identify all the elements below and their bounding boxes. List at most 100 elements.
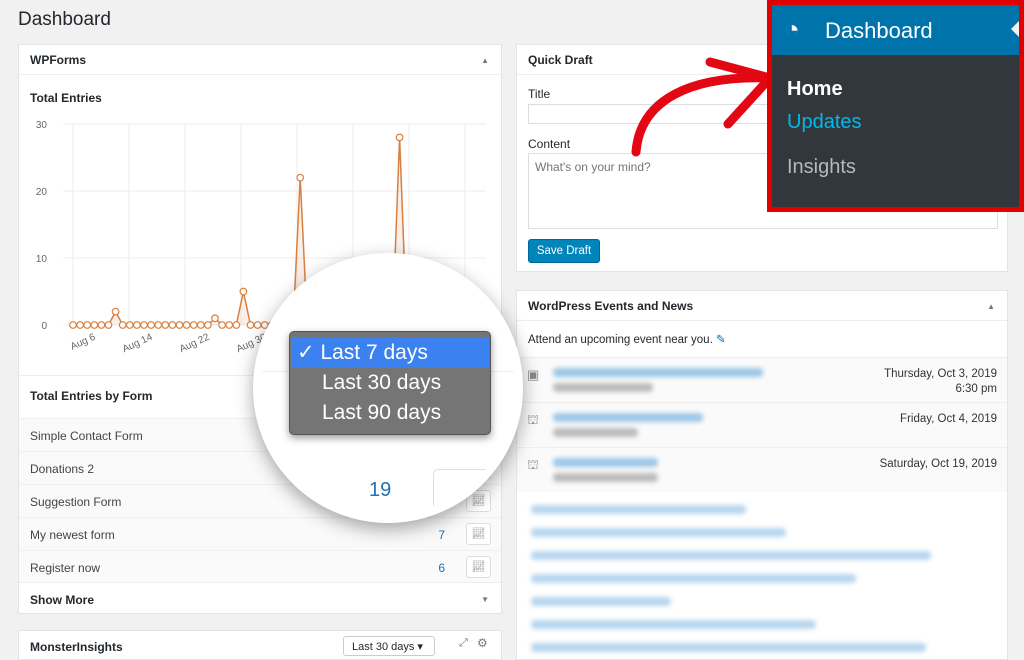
gear-icon[interactable]: ⚙ (477, 636, 488, 650)
data-point (218, 321, 227, 329)
data-point (154, 321, 163, 329)
dropdown-option[interactable]: Last 90 days (290, 398, 490, 428)
y-tick-label: 10 (36, 254, 48, 265)
graph-button[interactable] (433, 469, 493, 509)
save-draft-button[interactable]: Save Draft (528, 239, 600, 263)
form-name: Register now (30, 561, 101, 575)
event-date: Saturday, Oct 19, 2019 (879, 458, 997, 470)
menu-item-updates[interactable]: Updates (772, 100, 1019, 145)
range-select[interactable]: Last 30 days ▾ (343, 636, 435, 656)
data-point (168, 321, 177, 329)
wpforms-header[interactable]: WPForms ▲ (19, 45, 501, 75)
data-point (147, 321, 156, 329)
news-link[interactable] (531, 643, 926, 652)
news-link[interactable] (531, 574, 856, 583)
data-point (395, 133, 404, 142)
data-point (125, 321, 134, 329)
data-point (118, 321, 127, 329)
menu-dashboard-label: Dashboard (825, 18, 933, 43)
event-item[interactable]: ⛫ Friday, Oct 4, 2019 (517, 402, 1007, 447)
data-point (104, 321, 113, 329)
entries-count: 19 (369, 479, 392, 501)
title-label: Title (528, 87, 551, 101)
form-name: Suggestion Form (30, 495, 122, 509)
monsterinsights-widget: MonsterInsights Last 30 days ▾ ⤢ ⚙ (18, 630, 502, 660)
expand-icon[interactable]: ⤢ (459, 637, 468, 649)
menu-item-label: Updates (787, 111, 862, 133)
range-select-value: Last 30 days (352, 641, 415, 653)
data-point (140, 321, 148, 329)
data-point (239, 287, 248, 296)
admin-menu-callout: ◔ Dashboard Home Updates Insights (767, 0, 1024, 212)
event-item[interactable]: ▣ Thursday, Oct 3, 2019 6:30 pm (517, 357, 1007, 402)
menu-dashboard[interactable]: ◔ Dashboard (772, 5, 1019, 55)
event-time: 6:30 pm (955, 383, 997, 395)
collapse-arrow-icon[interactable]: ▲ (481, 56, 489, 65)
form-row: My newest form 7 📈︎ (19, 517, 501, 550)
event-item[interactable]: ⛫ Saturday, Oct 19, 2019 (517, 447, 1007, 492)
check-icon: ✓ (297, 341, 315, 364)
data-point (111, 307, 120, 316)
y-tick-label: 30 (36, 120, 48, 131)
wordcamp-icon: ⛫ (527, 412, 539, 427)
show-more-button[interactable]: Show More ▼ (19, 582, 501, 614)
news-link[interactable] (531, 528, 786, 537)
collapse-arrow-icon[interactable]: ▲ (987, 302, 995, 311)
menu-item-insights[interactable]: Insights (772, 145, 1019, 190)
magnifier-lens: ✓ Last 7 days Last 30 days Last 90 days 19 (253, 253, 523, 523)
form-name: Simple Contact Form (30, 429, 143, 443)
news-link[interactable] (531, 620, 816, 629)
pencil-icon[interactable]: ✎ (715, 334, 726, 346)
option-label: Last 90 days (322, 401, 442, 424)
data-point (211, 314, 219, 323)
event-date: Friday, Oct 4, 2019 (900, 413, 997, 425)
chevron-down-icon: ▼ (481, 595, 489, 604)
option-label: Last 7 days (320, 341, 428, 364)
news-link[interactable] (531, 551, 931, 560)
form-name: My newest form (30, 528, 115, 542)
events-intro: Attend an upcoming event near you. ✎ (528, 332, 726, 346)
chart-title: Total Entries (30, 91, 102, 105)
menu-item-label: Home (787, 78, 843, 100)
wpforms-title: WPForms (30, 53, 87, 67)
data-point (182, 321, 191, 329)
news-link[interactable] (531, 505, 746, 514)
form-row: Register now 6 📈︎ (19, 550, 501, 583)
events-title: WordPress Events and News (528, 299, 694, 313)
dashboard-gauge-icon: ◔ (784, 14, 800, 44)
by-form-title: Total Entries by Form (30, 389, 153, 403)
data-point (232, 321, 241, 329)
menu-item-home[interactable]: Home (772, 55, 1019, 100)
events-widget: WordPress Events and News ▲ Attend an upc… (516, 290, 1008, 660)
data-point (196, 321, 205, 329)
current-indicator (1011, 21, 1019, 37)
data-point (132, 321, 141, 329)
date-range-dropdown[interactable]: ✓ Last 7 days Last 30 days Last 90 days (289, 331, 491, 435)
chart-icon[interactable]: 📈︎ (466, 523, 491, 545)
form-count[interactable]: 6 (438, 561, 445, 575)
data-point (161, 321, 170, 329)
data-point (246, 321, 255, 329)
data-point (189, 321, 198, 329)
data-point (253, 321, 262, 329)
data-point (296, 173, 305, 182)
x-tick-label: Aug 6 (69, 332, 98, 353)
show-more-label: Show More (30, 593, 95, 607)
chart-icon[interactable]: 📈︎ (466, 556, 491, 578)
data-point (225, 321, 234, 329)
event-date: Thursday, Oct 3, 2019 (884, 368, 997, 380)
meetup-icon: ▣ (527, 367, 540, 382)
events-header[interactable]: WordPress Events and News ▲ (517, 291, 1007, 321)
dropdown-option[interactable]: ✓ Last 7 days (291, 338, 489, 368)
data-point (90, 321, 99, 329)
monsterinsights-title: MonsterInsights (30, 640, 123, 654)
form-count[interactable]: 7 (438, 528, 445, 542)
y-tick-label: 20 (36, 187, 48, 198)
data-point (83, 321, 92, 329)
page-title: Dashboard (18, 9, 111, 30)
option-label: Last 30 days (322, 371, 442, 394)
news-link[interactable] (531, 597, 671, 606)
form-name: Donations 2 (30, 462, 95, 476)
wordcamp-icon: ⛫ (527, 457, 539, 472)
dropdown-option[interactable]: Last 30 days (290, 368, 490, 398)
